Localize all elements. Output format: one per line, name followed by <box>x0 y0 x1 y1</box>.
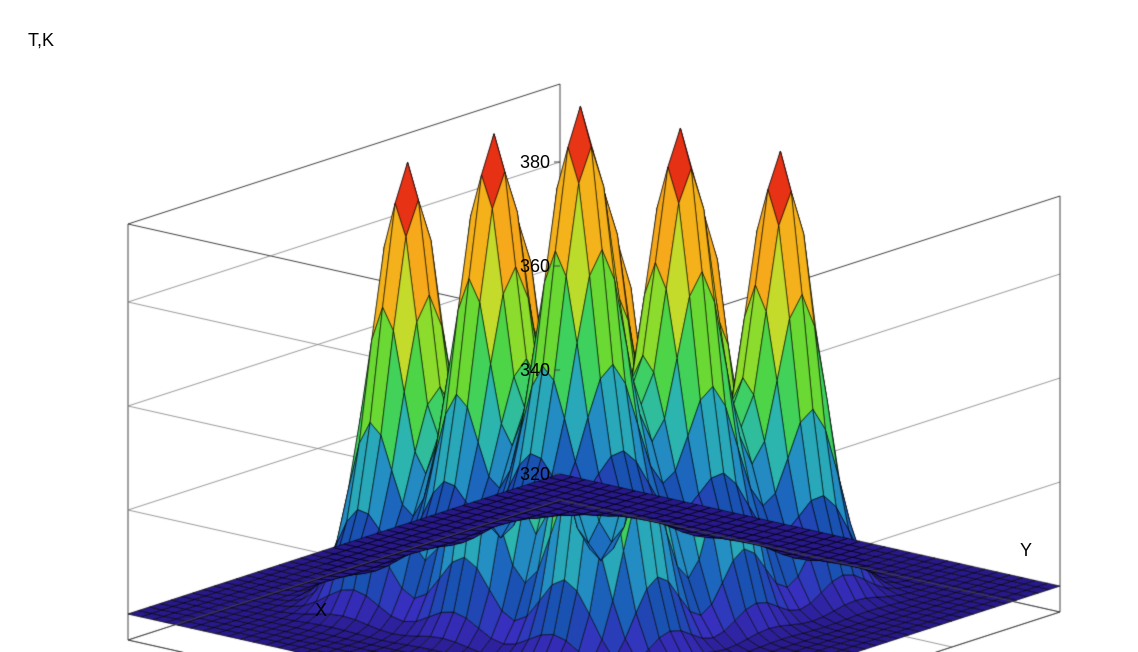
surface-plot-canvas <box>0 0 1138 652</box>
